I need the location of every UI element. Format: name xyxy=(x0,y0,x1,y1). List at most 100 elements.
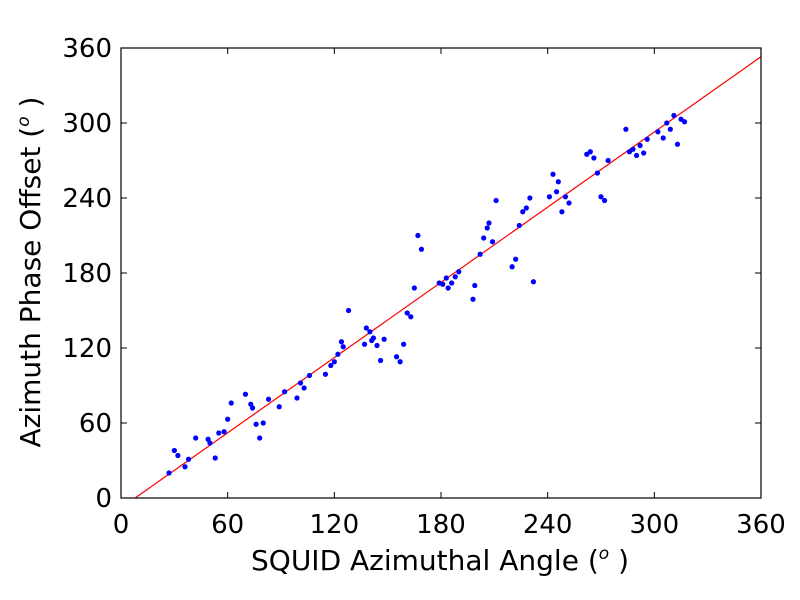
data-point xyxy=(397,359,403,365)
data-point xyxy=(484,225,490,231)
data-point xyxy=(443,275,449,281)
data-point xyxy=(367,329,373,335)
data-point xyxy=(667,126,673,132)
data-point xyxy=(516,222,522,229)
data-point xyxy=(486,220,492,226)
y-axis-title-text: Azimuth Phase Offset xyxy=(14,147,47,448)
data-point xyxy=(566,200,572,206)
plot-frame xyxy=(120,47,762,499)
data-point xyxy=(489,239,496,245)
x-tick-label: 180 xyxy=(416,510,466,540)
data-point xyxy=(594,170,601,176)
data-point xyxy=(216,430,222,436)
data-point xyxy=(493,197,499,204)
data-point xyxy=(253,421,259,427)
data-point xyxy=(546,194,553,200)
data-point xyxy=(633,152,640,159)
data-point xyxy=(452,274,458,280)
data-point xyxy=(242,391,249,397)
data-point xyxy=(445,285,451,291)
data-point xyxy=(456,269,462,275)
data-point xyxy=(559,209,565,215)
data-point xyxy=(185,456,192,462)
data-point xyxy=(404,310,410,316)
y-tick-label: 120 xyxy=(62,334,112,364)
data-point xyxy=(411,285,417,291)
data-point xyxy=(265,396,272,402)
data-point xyxy=(381,336,387,342)
data-point xyxy=(374,342,380,349)
data-point xyxy=(335,351,341,357)
data-point xyxy=(297,380,304,386)
data-point xyxy=(301,385,307,391)
data-point xyxy=(509,264,515,270)
x-tick-label: 0 xyxy=(113,510,130,540)
data-point xyxy=(345,307,352,314)
data-point xyxy=(598,194,604,200)
data-point xyxy=(470,296,476,302)
data-point xyxy=(623,126,629,132)
x-tick-label: 120 xyxy=(310,510,360,540)
data-point xyxy=(276,404,282,410)
data-point xyxy=(340,344,346,350)
x-tick-label: 240 xyxy=(523,510,573,540)
data-point xyxy=(674,141,681,147)
data-point xyxy=(171,447,177,454)
x-axis-title-text: SQUID Azimuthal Angle xyxy=(251,544,579,577)
data-point xyxy=(166,470,172,476)
data-point xyxy=(193,435,199,441)
x-axis-title: SQUID Azimuthal Angle (o ) xyxy=(251,544,629,577)
data-point xyxy=(553,189,560,195)
data-point xyxy=(671,112,677,119)
y-tick-label: 360 xyxy=(62,34,112,64)
data-point xyxy=(440,281,446,287)
data-point xyxy=(207,440,213,446)
data-point xyxy=(555,179,561,185)
y-tick-label: 60 xyxy=(79,409,112,439)
data-point xyxy=(370,335,377,341)
y-axis-title: Azimuth Phase Offset (o ) xyxy=(14,97,47,448)
data-point xyxy=(477,251,483,257)
data-point xyxy=(523,205,529,211)
data-point xyxy=(655,129,661,135)
data-point xyxy=(660,135,666,141)
data-point xyxy=(418,246,425,252)
data-point xyxy=(449,280,455,286)
data-point xyxy=(601,197,608,204)
data-point xyxy=(637,142,643,149)
data-point xyxy=(401,341,407,347)
x-tick-label: 300 xyxy=(630,510,680,540)
y-tick-label: 0 xyxy=(95,484,112,514)
data-point xyxy=(527,195,533,201)
data-point xyxy=(530,279,537,285)
data-point xyxy=(260,420,266,426)
data-point xyxy=(644,136,650,142)
data-point xyxy=(520,209,526,215)
y-tick-label: 240 xyxy=(62,184,112,214)
data-point xyxy=(257,435,263,441)
x-tick-label: 360 xyxy=(736,510,786,540)
data-point xyxy=(175,452,181,459)
x-axis-unit-open: ( xyxy=(588,544,599,577)
data-point xyxy=(249,405,256,411)
data-point xyxy=(481,235,487,241)
data-point xyxy=(338,339,345,345)
data-point xyxy=(322,371,329,377)
y-axis-unit-degree: o xyxy=(14,116,34,126)
x-axis-unit-close: ) xyxy=(609,544,629,577)
data-point xyxy=(681,119,688,125)
data-point xyxy=(225,416,231,422)
y-axis-unit-close: ) xyxy=(14,97,47,117)
plot-area xyxy=(121,48,761,498)
x-tick-label: 60 xyxy=(211,510,244,540)
data-point xyxy=(363,325,369,331)
data-point xyxy=(281,389,288,395)
data-point xyxy=(182,464,188,470)
data-point xyxy=(294,395,300,401)
data-point xyxy=(408,314,414,320)
data-point xyxy=(591,155,597,161)
data-point xyxy=(472,282,478,289)
data-point xyxy=(550,171,556,177)
data-point xyxy=(221,429,227,435)
